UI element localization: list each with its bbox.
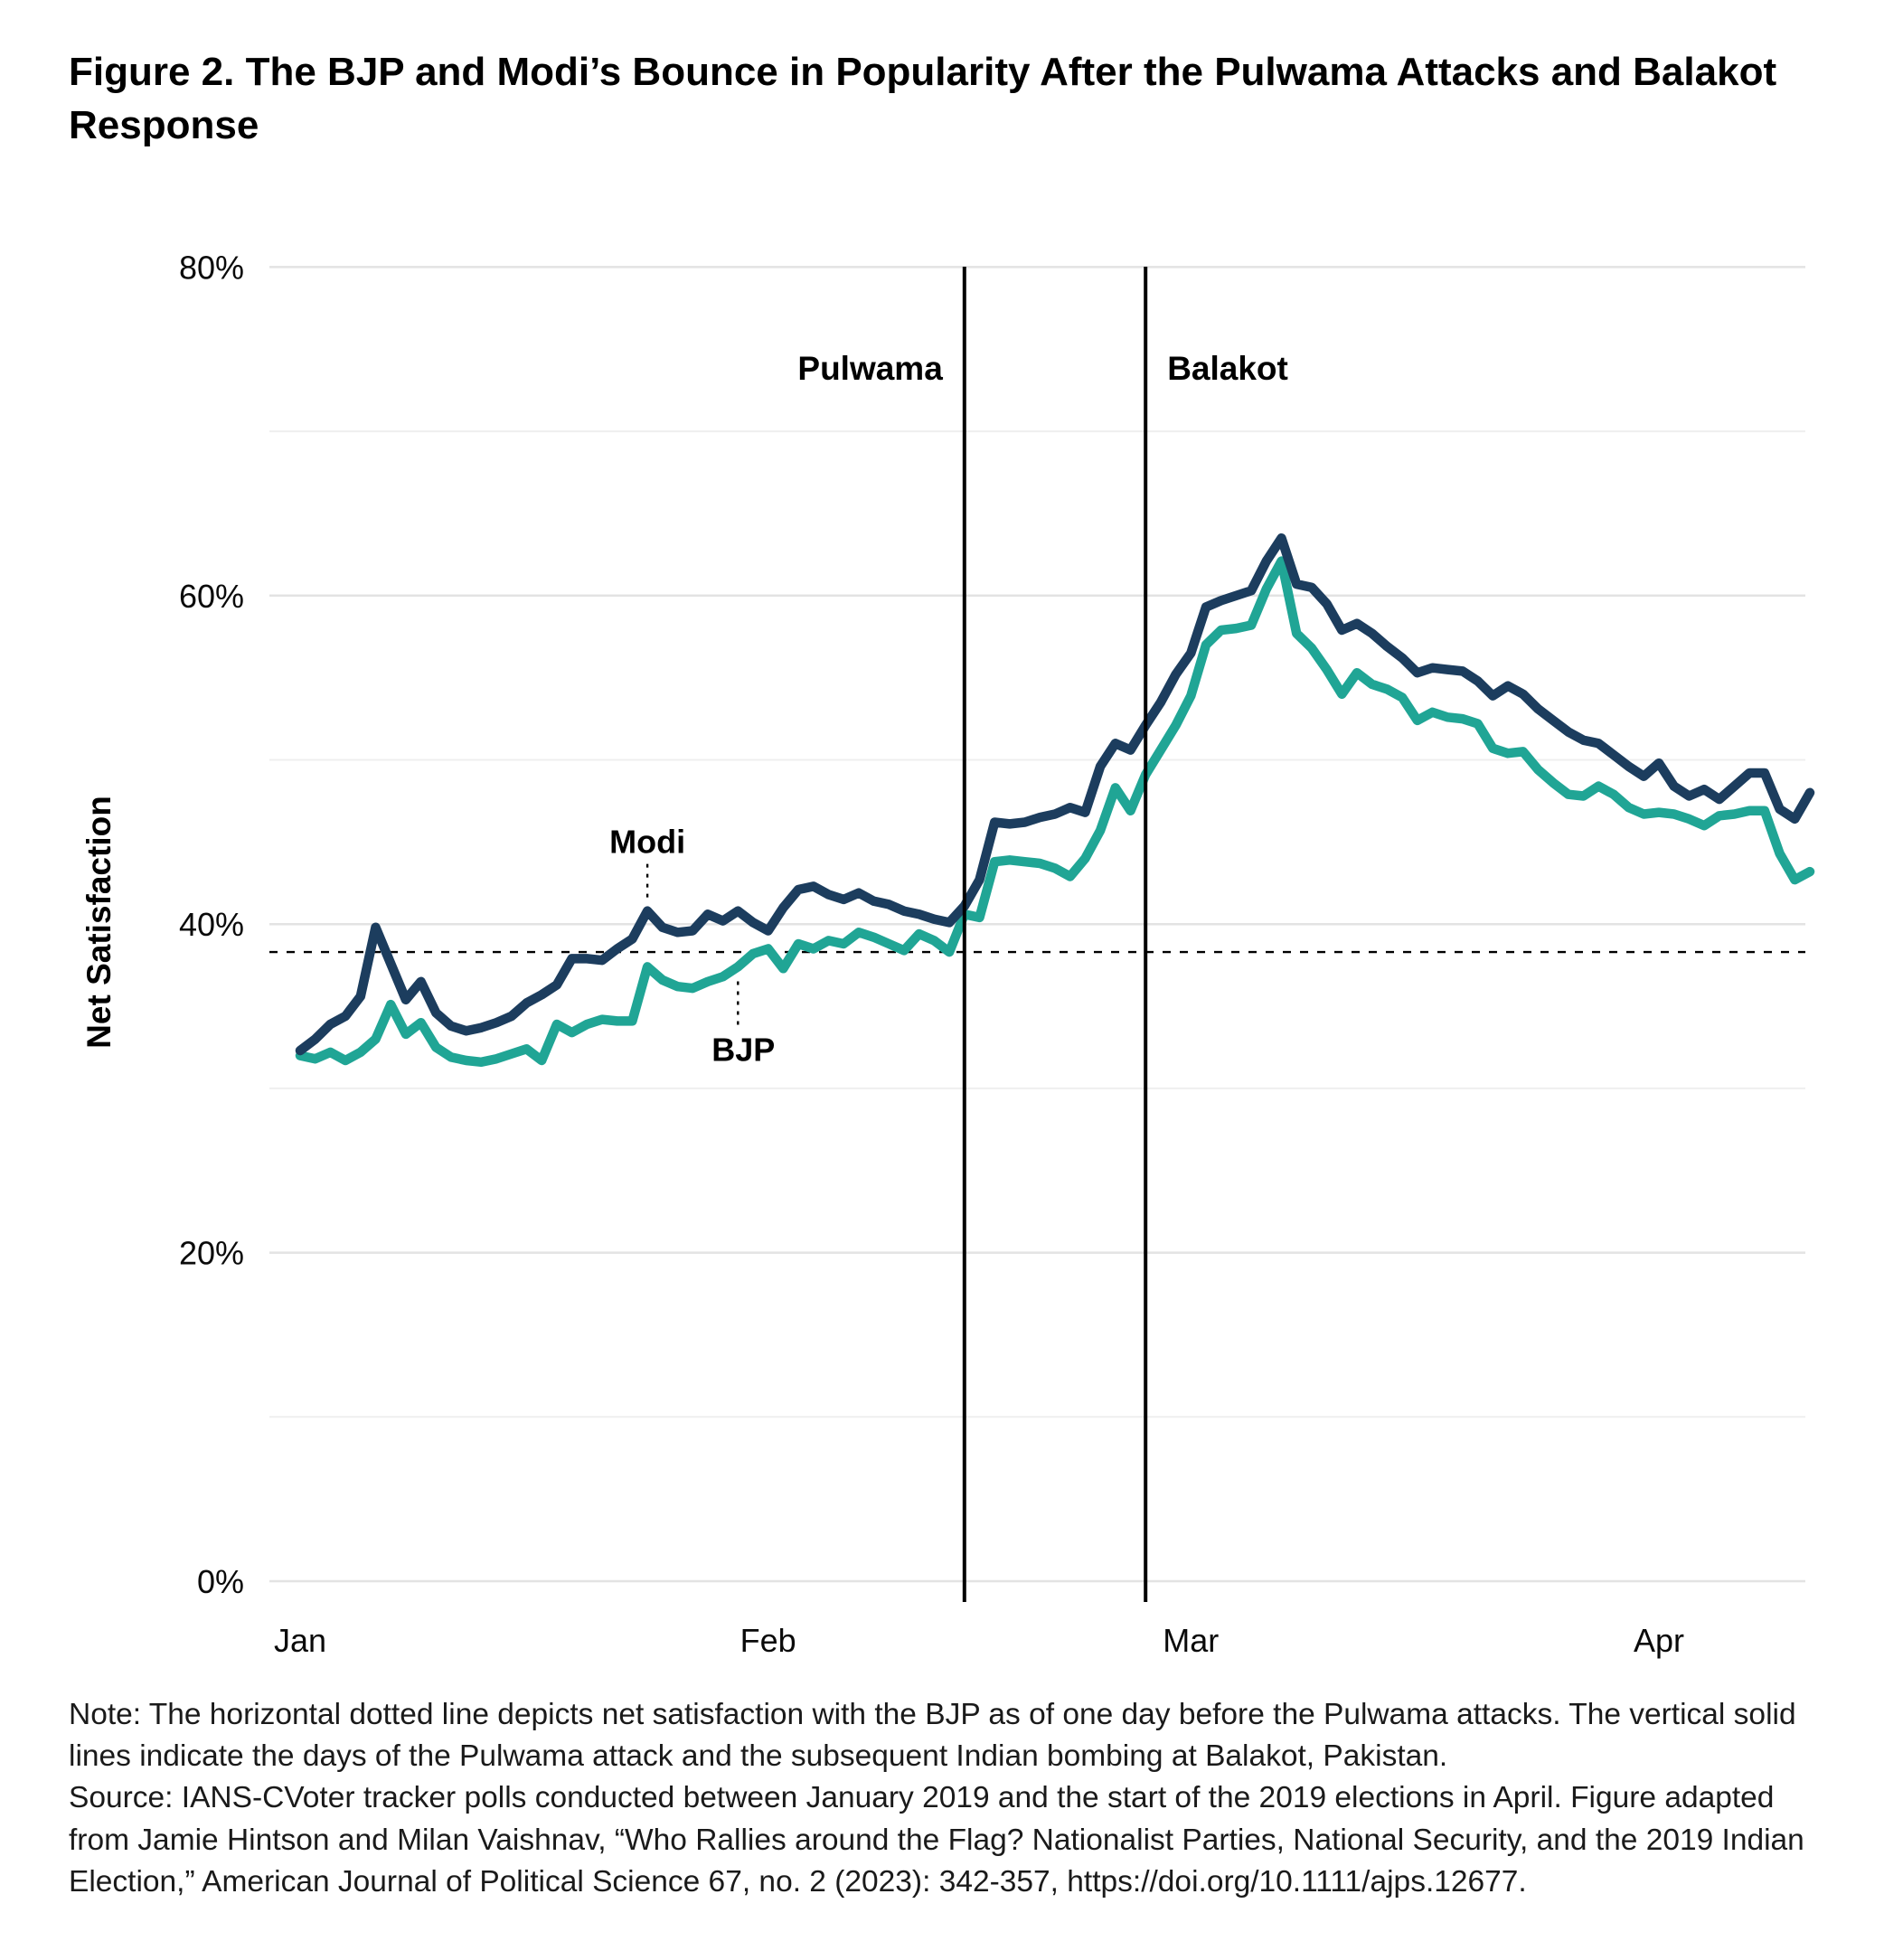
series-label-modi: Modi: [609, 824, 685, 861]
series-line-bjp: [295, 556, 1815, 1068]
x-tick-label: Apr: [1634, 1622, 1684, 1659]
source-text: Source: IANS-CVoter tracker polls conduc…: [69, 1781, 1804, 1899]
figure-title: Figure 2. The BJP and Modi’s Bounce in P…: [69, 50, 1777, 148]
y-tick-label: 40%: [179, 906, 244, 943]
y-tick-label: 0%: [197, 1563, 244, 1600]
event-label-balakot: Balakot: [1167, 350, 1288, 387]
figure-note: Note: The horizontal dotted line depicts…: [69, 1694, 1832, 1903]
note-text: Note: The horizontal dotted line depicts…: [69, 1698, 1796, 1774]
y-axis-label: Net Satisfaction: [80, 796, 118, 1049]
series-label-bjp: BJP: [711, 1031, 775, 1068]
event-label-pulwama: Pulwama: [797, 350, 943, 387]
y-tick-label: 20%: [179, 1235, 244, 1272]
x-tick-label: Mar: [1163, 1622, 1219, 1659]
series-line-modi: [295, 532, 1815, 1056]
x-tick-label: Jan: [274, 1622, 326, 1659]
x-tick-label: Feb: [740, 1622, 796, 1659]
y-tick-label: 80%: [179, 249, 244, 286]
y-tick-label: 60%: [179, 578, 244, 615]
